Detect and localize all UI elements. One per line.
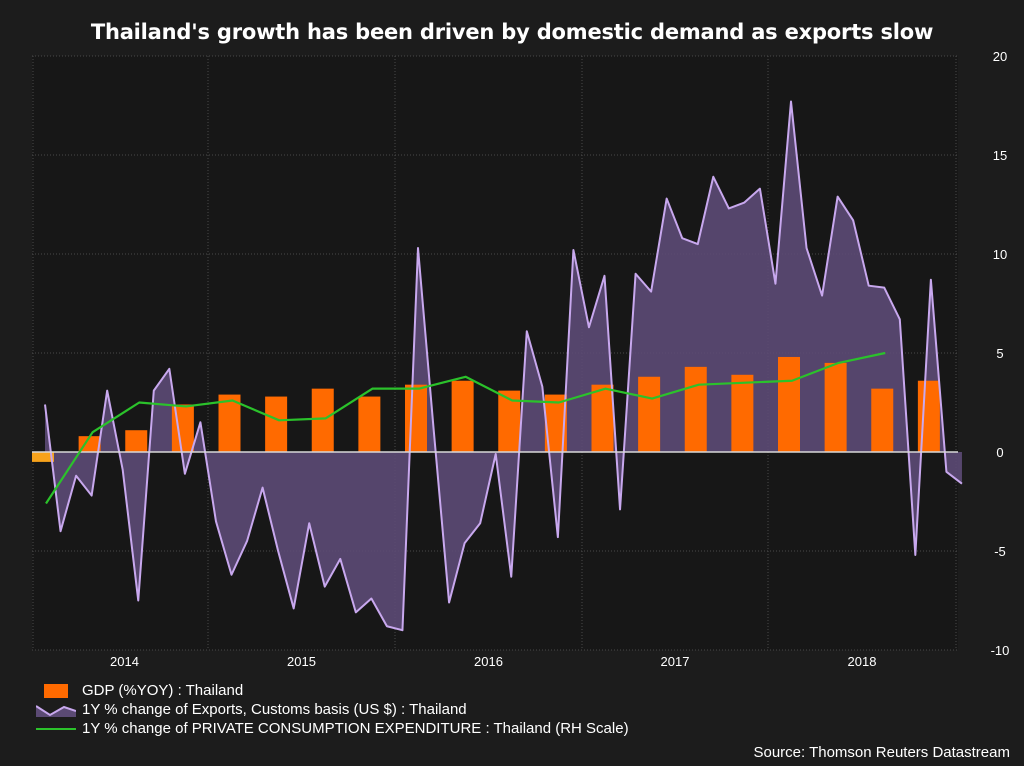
y-tick-label: 20 [993,49,1007,64]
x-tick-label: 2016 [474,654,503,669]
x-tick-label: 2015 [287,654,316,669]
legend-label-consumption: 1Y % change of PRIVATE CONSUMPTION EXPEN… [82,720,629,737]
y-tick-label: 5 [996,346,1003,361]
gdp-bar [405,384,427,452]
gdp-bar [498,390,521,452]
y-tick-label: -10 [991,643,1010,658]
exports-line [44,100,963,632]
gdp-bar [638,376,661,452]
legend-swatch-gdp [36,683,76,698]
gdp-bar [731,374,754,452]
x-tick-label: 2017 [661,654,690,669]
legend-label-gdp: GDP (%YOY) : Thailand [82,682,244,699]
gdp-bar [311,388,334,452]
gdp-bar [358,396,381,452]
x-tick-label: 2014 [110,654,139,669]
gdp-bar [544,394,567,452]
source-note: Source: Thomson Reuters Datastream [753,744,1010,761]
legend-label-exports: 1Y % change of Exports, Customs basis (U… [82,701,467,718]
chart-title: Thailand's growth has been driven by dom… [90,20,934,44]
gdp-bar [871,388,894,452]
legend-item-gdp: GDP (%YOY) : Thailand [36,681,629,700]
chart-legend: GDP (%YOY) : Thailand 1Y % change of Exp… [35,681,629,738]
gdp-bar [684,366,707,452]
gdp-bar [451,380,474,452]
legend-item-exports: 1Y % change of Exports, Customs basis (U… [35,700,629,719]
gdp-bar [591,384,614,452]
gdp-bar [78,436,101,452]
y-tick-label: -5 [994,544,1006,559]
x-tick-label: 2018 [848,654,877,669]
legend-swatch-consumption [36,722,76,736]
gdp-bar [32,452,54,462]
gdp-bar [824,362,847,452]
legend-swatch-exports [35,703,77,717]
gdp-bar [125,430,148,452]
gdp-bar [218,394,241,452]
legend-item-consumption: 1Y % change of PRIVATE CONSUMPTION EXPEN… [36,719,629,738]
gdp-bar [778,356,800,452]
gdp-bar [265,396,288,452]
y-tick-label: 15 [993,148,1007,163]
consumption-line [45,351,886,505]
y-tick-label: 0 [996,445,1003,460]
exports-area [45,101,962,631]
y-tick-label: 10 [993,247,1007,262]
